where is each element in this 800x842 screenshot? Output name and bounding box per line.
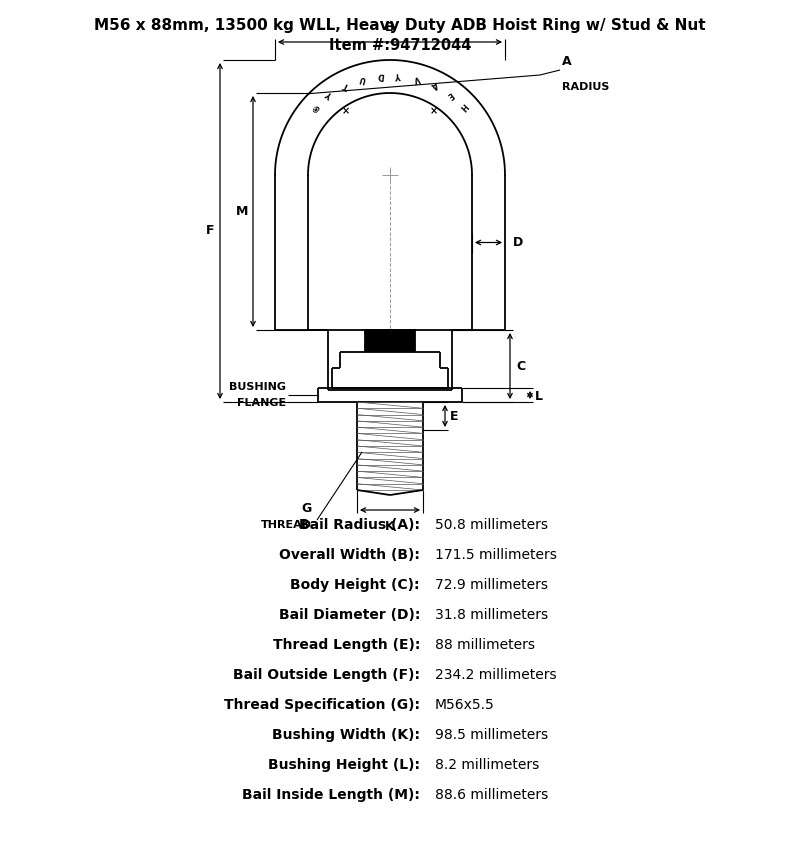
Text: U: U: [358, 73, 367, 83]
Text: 31.8 millimeters: 31.8 millimeters: [435, 608, 548, 622]
Text: 234.2 millimeters: 234.2 millimeters: [435, 668, 557, 682]
Text: Bail Diameter (D):: Bail Diameter (D):: [278, 608, 420, 622]
Text: 88.6 millimeters: 88.6 millimeters: [435, 788, 548, 802]
Text: Bushing Width (K):: Bushing Width (K):: [272, 728, 420, 742]
Text: THREAD: THREAD: [261, 520, 312, 530]
Text: RADIUS: RADIUS: [562, 82, 610, 92]
Text: A: A: [562, 55, 572, 68]
Text: H: H: [458, 101, 469, 112]
Text: Bail Inside Length (M):: Bail Inside Length (M):: [242, 788, 420, 802]
Text: B: B: [386, 21, 394, 34]
Text: ×: ×: [430, 106, 438, 115]
Text: Bushing Height (L):: Bushing Height (L):: [268, 758, 420, 772]
Text: T: T: [342, 79, 350, 90]
Text: ×: ×: [342, 106, 350, 115]
Text: Y: Y: [396, 70, 402, 80]
Text: M56x5.5: M56x5.5: [435, 698, 494, 712]
Text: D: D: [513, 236, 523, 249]
Text: 171.5 millimeters: 171.5 millimeters: [435, 548, 557, 562]
Text: 72.9 millimeters: 72.9 millimeters: [435, 578, 548, 592]
Text: E: E: [445, 89, 454, 99]
Text: V: V: [413, 73, 421, 83]
Text: Bail Outside Length (F):: Bail Outside Length (F):: [233, 668, 420, 682]
Text: M56 x 88mm, 13500 kg WLL, Heavy Duty ADB Hoist Ring w/ Stud & Nut: M56 x 88mm, 13500 kg WLL, Heavy Duty ADB…: [94, 18, 706, 33]
Bar: [365, 330, 415, 352]
Text: 88 millimeters: 88 millimeters: [435, 638, 535, 652]
Text: FLANGE: FLANGE: [237, 398, 286, 408]
Text: Thread Length (E):: Thread Length (E):: [273, 638, 420, 652]
Text: BUSHING: BUSHING: [229, 382, 286, 392]
Text: E: E: [450, 409, 458, 423]
Text: F: F: [206, 225, 214, 237]
Text: 98.5 millimeters: 98.5 millimeters: [435, 728, 548, 742]
Text: L: L: [535, 391, 543, 403]
Text: K: K: [385, 520, 395, 533]
Text: Overall Width (B):: Overall Width (B):: [279, 548, 420, 562]
Text: Item #:94712044: Item #:94712044: [329, 38, 471, 53]
Text: 50.8 millimeters: 50.8 millimeters: [435, 518, 548, 532]
Text: A: A: [430, 79, 438, 90]
Text: Thread Specification (G):: Thread Specification (G):: [224, 698, 420, 712]
Text: ®: ®: [311, 100, 322, 112]
Text: Bail Radius (A):: Bail Radius (A):: [299, 518, 420, 532]
Text: C: C: [516, 360, 525, 372]
Text: G: G: [302, 502, 312, 514]
Text: M: M: [236, 205, 248, 218]
Text: D: D: [378, 70, 385, 80]
Text: 8.2 millimeters: 8.2 millimeters: [435, 758, 539, 772]
Text: Body Height (C):: Body Height (C):: [290, 578, 420, 592]
Text: Y: Y: [326, 89, 335, 99]
